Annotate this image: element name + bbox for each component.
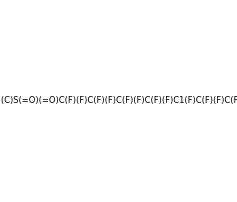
Text: OC(=O)CN(C)S(=O)(=O)C(F)(F)C(F)(F)C(F)(F)C(F)(F)C1(F)C(F)(F)C(F)(F)C1(F)F: OC(=O)CN(C)S(=O)(=O)C(F)(F)C(F)(F)C(F)(F… — [0, 97, 237, 105]
